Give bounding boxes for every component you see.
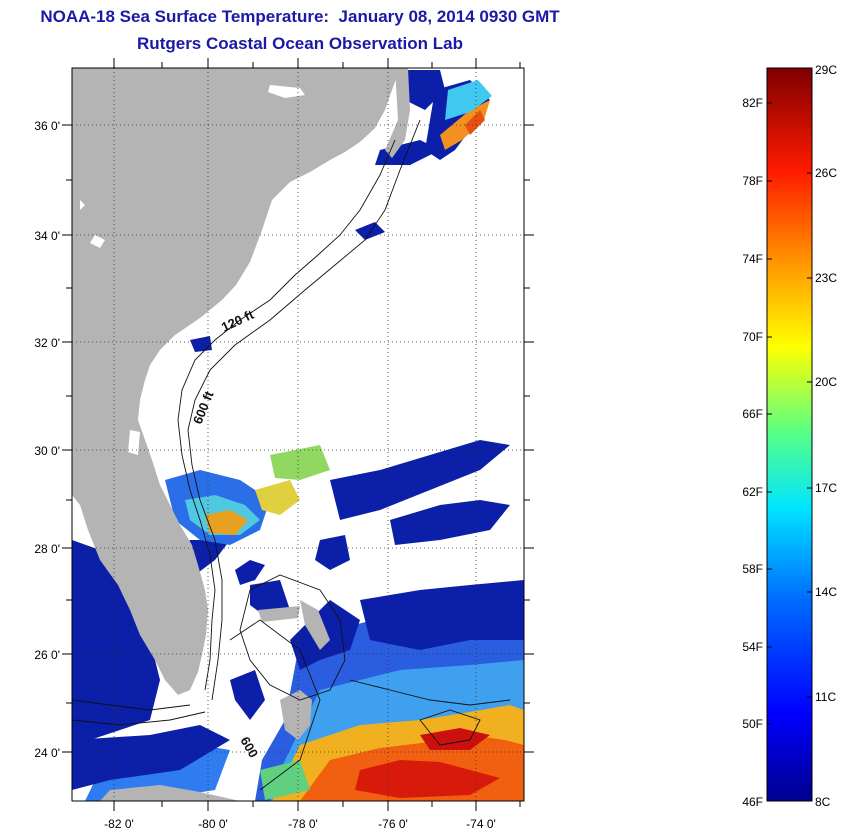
land-southeast-us [72,68,400,695]
lat-label: 28 0' [34,542,60,556]
colorbar-f-label: 54F [742,640,763,654]
map-ticks [62,58,534,811]
page-subtitle: Rutgers Coastal Ocean Observation Lab [137,34,463,53]
lon-label: -74 0' [466,817,496,831]
lon-label: -82 0' [104,817,134,831]
land-cuba [100,785,240,801]
land-bahamas-grand [258,606,300,622]
colorbar-fahrenheit-labels: 82F 78F 74F 70F 66F 62F 58F 54F 50F 46F [742,96,763,809]
colorbar-f-label: 46F [742,795,763,809]
lon-label: -78 0' [288,817,318,831]
land-outer-banks [385,68,410,158]
longitude-labels: -82 0' -80 0' -78 0' -76 0' -74 0' [104,817,496,831]
land-bahamas-andros [280,690,312,740]
colorbar-f-label: 70F [742,330,763,344]
colorbar-f-label: 74F [742,252,763,266]
colorbar-f-label: 50F [742,717,763,731]
lon-label: -76 0' [378,817,408,831]
graticule [72,68,524,801]
colorbar-f-label: 82F [742,96,763,110]
colorbar-ticks [767,102,812,725]
lon-label: -80 0' [198,817,228,831]
lat-label: 24 0' [34,746,60,760]
inland-lakes [80,85,305,455]
colorbar-c-label: 14C [815,585,837,599]
colorbar-c-label: 26C [815,166,837,180]
colorbar-celsius-labels: 29C 26C 23C 20C 17C 14C 11C 8C [815,63,837,809]
lat-label: 32 0' [34,336,60,350]
colorbar-f-label: 66F [742,407,763,421]
sst-warm-water-south [85,600,524,801]
map-panel: 120 ft 600 ft 600 [72,68,524,801]
land-bahamas-abaco [300,600,330,650]
colorbar-f-label: 58F [742,562,763,576]
lat-label: 34 0' [34,229,60,243]
colorbar-c-label: 20C [815,375,837,389]
colorbar-f-label: 78F [742,174,763,188]
colorbar-c-label: 29C [815,63,837,77]
page-title: NOAA-18 Sea Surface Temperature: January… [40,7,560,26]
lat-label: 26 0' [34,648,60,662]
colorbar: 82F 78F 74F 70F 66F 62F 58F 54F 50F 46F … [742,63,837,809]
colorbar-gradient [766,67,813,802]
colorbar-c-label: 17C [815,481,837,495]
colorbar-c-label: 8C [815,795,831,809]
sst-florida-shelf-warm [165,445,330,545]
latitude-labels: 36 0' 34 0' 32 0' 30 0' 28 0' 26 0' 24 0… [34,119,60,760]
colorbar-c-label: 23C [815,271,837,285]
colorbar-c-label: 11C [815,690,836,704]
colorbar-f-label: 62F [742,485,763,499]
lat-label: 36 0' [34,119,60,133]
lat-label: 30 0' [34,444,60,458]
